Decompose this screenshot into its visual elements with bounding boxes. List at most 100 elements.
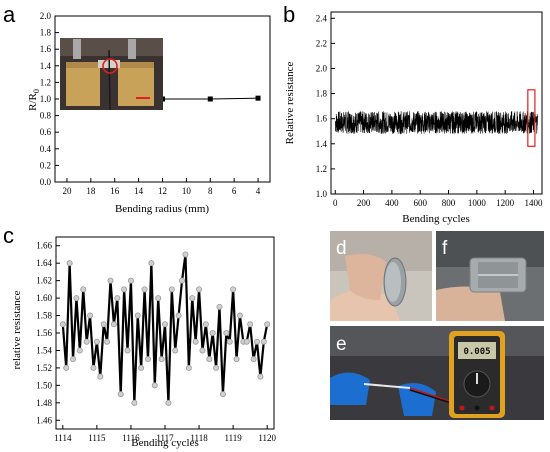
chart-b-ytick-label: 2.2 [316, 38, 327, 48]
chart-c-point [161, 321, 168, 328]
chart-c-ytick-label: 1.46 [36, 415, 52, 425]
chart-c-point [226, 338, 233, 345]
chart-b-xtick-label: 1200 [496, 198, 515, 208]
chart-a-ytick-label: 0.4 [40, 144, 52, 154]
multimeter-reading: 0.005 [463, 347, 490, 357]
chart-a-xtick-label: 12 [158, 186, 167, 196]
chart-a-ytick-label: 1.0 [40, 94, 52, 104]
panel-label-e: e [336, 334, 347, 355]
chart-c-point [80, 286, 87, 293]
chart-b-xtick-label: 200 [357, 198, 371, 208]
chart-c-point [233, 356, 240, 363]
chart-b-ytick-label: 2.4 [316, 13, 328, 23]
chart-c-point [114, 295, 121, 302]
chart-c-point [250, 356, 257, 363]
chart-a-ytick-label: 1.4 [40, 61, 52, 71]
chart-c-ytick-label: 1.56 [36, 328, 52, 338]
chart-c-xtick-label: 1115 [88, 433, 106, 443]
chart-c-xtick-label: 1117 [156, 433, 174, 443]
chart-c-point [213, 364, 220, 371]
chart-c-point [172, 347, 179, 354]
chart-c-point [243, 338, 250, 345]
chart-b-ylabel: Relative resistance [284, 62, 296, 145]
chart-a-xtick-label: 14 [134, 186, 144, 196]
chart-c-point [107, 277, 114, 284]
chart-c-point [199, 347, 206, 354]
chart-a-xtick-label: 6 [232, 186, 237, 196]
chart-b-xtick-label: 400 [385, 198, 399, 208]
chart-c-point [260, 338, 267, 345]
chart-c-ytick-label: 1.58 [36, 311, 52, 321]
chart-c-point [158, 356, 165, 363]
chart-c-point [175, 312, 182, 319]
chart-c-point [70, 356, 77, 363]
chart-b-xtick-label: 1400 [525, 198, 544, 208]
chart-c-ytick-label: 1.48 [36, 398, 52, 408]
chart-a-xtick-label: 16 [110, 186, 120, 196]
chart-b-ytick-label: 1.2 [316, 164, 327, 174]
chart-c-point [93, 338, 100, 345]
chart-a-ytick-label: 0.8 [40, 111, 52, 121]
chart-c-point [134, 312, 141, 319]
chart-c-point [66, 260, 73, 267]
inset-scale-bar [136, 97, 150, 99]
chart-c-xtick-label: 1118 [190, 433, 208, 443]
chart-b-ytick-label: 1.0 [316, 189, 328, 199]
chart-b-ytick-label: 1.8 [316, 89, 328, 99]
chart-b-ytick-label: 1.4 [316, 139, 328, 149]
chart-c-point [131, 399, 138, 406]
chart-c-xlabel: Bending cycles [131, 437, 199, 449]
chart-a-ytick-label: 0.0 [40, 177, 52, 187]
chart-c-point [264, 321, 271, 328]
chart-c-xtick-label: 1120 [258, 433, 276, 443]
chart-c-point [236, 312, 243, 319]
chart-c-point [219, 391, 226, 398]
chart-a-ytick-label: 0.6 [40, 127, 52, 137]
chart-b-ytick-label: 2.0 [316, 63, 328, 73]
chart-c-point [182, 251, 189, 258]
chart-c-point [257, 373, 264, 380]
photo-d: d [330, 231, 432, 321]
chart-c-point [110, 321, 117, 328]
chart-c-xtick-label: 1119 [224, 433, 242, 443]
chart-c-point [196, 286, 203, 293]
chart-b-frame [330, 11, 543, 195]
chart-a-xtick-label: 20 [62, 186, 72, 196]
chart-b-ytick-label: 1.6 [316, 114, 328, 124]
chart-c-ytick-label: 1.66 [36, 241, 52, 251]
chart-c-point [117, 391, 124, 398]
chart-c-point [253, 338, 260, 345]
chart-b-xlabel: Bending cycles [402, 213, 470, 225]
chart-c-xtick-label: 1116 [122, 433, 140, 443]
chart-c-point [144, 356, 151, 363]
chart-c-point [155, 295, 162, 302]
chart-c-point [59, 321, 66, 328]
panel-label-a: a [3, 2, 16, 27]
chart-c-point [230, 286, 237, 293]
chart-a: 20 18 16 14 12 10 8 6 4 0.0 0.2 0.4 0.6 0.8 1.0 1.2 1.4 1… [27, 11, 271, 215]
chart-a-point [255, 95, 261, 101]
multimeter-display [458, 342, 496, 359]
chart-b: 0 200 400 600 800 1000 1200 1400 1.0 1.2 1.4 1.6 1.8… [284, 11, 544, 225]
chart-c-point [209, 329, 216, 336]
chart-a-ytick-label: 0.2 [40, 160, 51, 170]
chart-c-point [83, 338, 90, 345]
chart-a-point [207, 96, 213, 102]
chart-c-point [185, 364, 192, 371]
chart-c-point [192, 338, 199, 345]
chart-c-ytick-label: 1.52 [36, 363, 52, 373]
chart-c-point [127, 277, 134, 284]
chart-c-ytick-label: 1.54 [36, 345, 52, 355]
chart-c-point [141, 286, 148, 293]
chart-c-point [165, 399, 172, 406]
chart-a-ytick-label: 1.8 [40, 28, 52, 38]
chart-c-point [121, 286, 128, 293]
chart-b-xtick-label: 800 [442, 198, 456, 208]
chart-c-point [63, 364, 70, 371]
chart-c-point [206, 356, 213, 363]
chart-c-ytick-label: 1.60 [36, 293, 52, 303]
chart-a-ytick-label: 1.6 [40, 44, 52, 54]
chart-c-point [202, 321, 209, 328]
chart-c-point [168, 286, 175, 293]
